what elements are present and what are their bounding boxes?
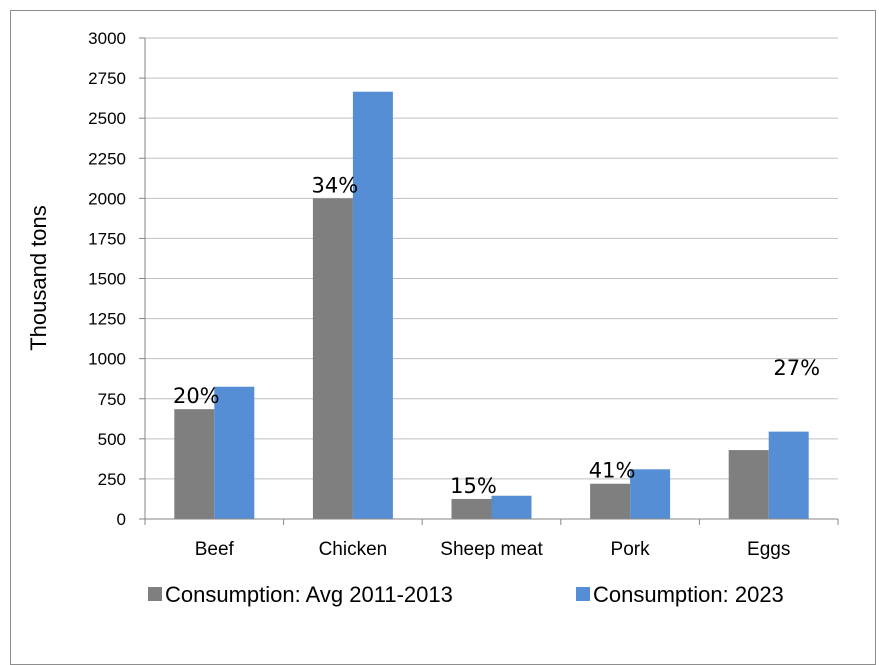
x-tick-label: Pork — [611, 539, 651, 560]
y-tick-label: 1250 — [88, 310, 126, 329]
y-tick-label: 500 — [98, 430, 126, 449]
y-tick-label: 2250 — [88, 149, 126, 168]
bar-beef-series-1 — [174, 409, 215, 519]
y-tick-label: 0 — [117, 510, 126, 529]
y-tick-label: 3000 — [88, 29, 126, 48]
x-tick-label: Sheep meat — [440, 539, 543, 560]
gridlines — [145, 37, 838, 480]
bar-sheep-meat-series-2 — [491, 495, 532, 519]
bar-beef-series-2 — [214, 386, 255, 519]
axes — [144, 38, 838, 520]
y-axis-label: Thousand tons — [26, 205, 51, 351]
y-tick-label: 1750 — [88, 229, 126, 248]
bar-eggs-series-2 — [768, 431, 809, 519]
chart-frame — [10, 10, 876, 665]
bars — [174, 91, 809, 520]
y-axis-ticks: 0 250 500 750 1000 1250 1500 1750 2000 2250 2500 27… — [88, 29, 145, 529]
legend-swatch-1 — [148, 587, 162, 601]
legend-label-2: Consumption: 2023 — [593, 582, 784, 607]
legend-swatch-2 — [576, 587, 590, 601]
y-tick-label: 250 — [98, 470, 126, 489]
y-tick-label: 2500 — [88, 109, 126, 128]
bar-pork-series-2 — [630, 469, 671, 519]
bar-chicken-series-1 — [312, 198, 353, 520]
bar-eggs-series-1 — [728, 450, 769, 519]
legend-label-1: Consumption: Avg 2011-2013 — [165, 582, 453, 607]
x-tick-label: Chicken — [319, 539, 388, 560]
y-tick-label: 1500 — [88, 270, 126, 289]
x-axis-ticks: Beef Chicken Sheep meat Pork Eggs — [144, 519, 839, 560]
bar-pork-series-1 — [590, 483, 631, 519]
x-tick-label: Eggs — [747, 539, 790, 560]
data-annotations: 20% 34% 15% 41% 27% — [173, 173, 820, 498]
data-annotation: 27% — [773, 356, 820, 380]
bar-chicken-series-2 — [352, 91, 393, 519]
data-annotation: 34% — [312, 173, 359, 197]
x-tick-label: Beef — [195, 539, 235, 560]
y-tick-label: 2000 — [88, 189, 126, 208]
data-annotation: 41% — [589, 459, 636, 483]
y-tick-label: 1000 — [88, 350, 126, 369]
bar-sheep-meat-series-1 — [451, 498, 492, 519]
data-annotation: 15% — [450, 474, 497, 498]
data-annotation: 20% — [173, 384, 220, 408]
legend: Consumption: Avg 2011-2013 Consumption: 2… — [148, 582, 784, 607]
y-tick-label: 750 — [98, 390, 126, 409]
y-tick-label: 2750 — [88, 69, 126, 88]
